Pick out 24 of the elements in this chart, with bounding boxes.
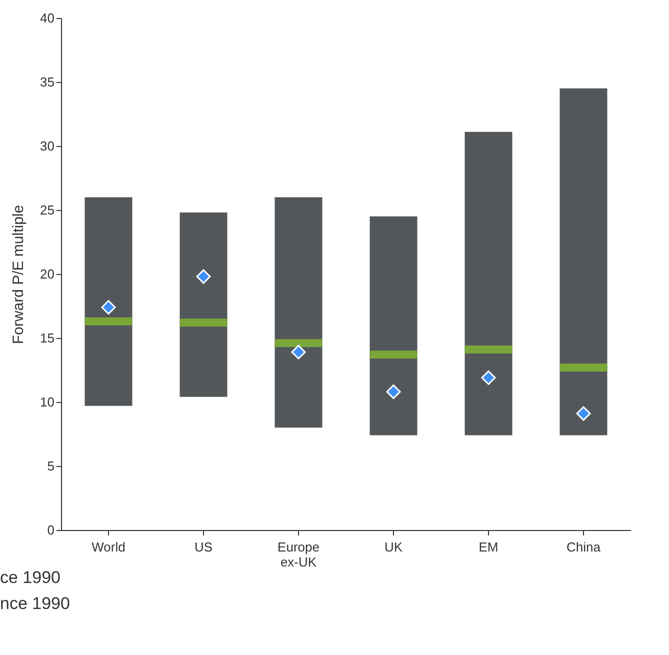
y-axis-title: Forward P/E multiple — [10, 204, 28, 344]
x-tick-label: UK — [384, 540, 403, 554]
y-tick-label: 15 — [40, 330, 54, 346]
point — [101, 300, 116, 315]
y-tick-label: 30 — [40, 138, 54, 154]
x-tick-label: China — [566, 540, 602, 554]
y-tick-label: 20 — [40, 266, 54, 282]
x-tick-label: World — [92, 540, 126, 554]
point — [481, 370, 496, 385]
y-tick-label: 35 — [40, 74, 54, 90]
y-tick-label: 0 — [47, 522, 54, 538]
y-tick-label: 25 — [40, 202, 54, 218]
point — [576, 406, 591, 421]
text: ce 1990 — [0, 567, 62, 589]
point — [196, 269, 211, 284]
y-tick-label: 5 — [47, 458, 54, 474]
text: nce 1990 — [0, 593, 70, 615]
point — [291, 344, 306, 360]
y-tick-label: 40 — [40, 10, 54, 26]
x-tick-label: Europe ex-UK — [278, 540, 320, 570]
x-tick-label: US — [194, 540, 213, 554]
point — [386, 384, 401, 400]
y-tick-label: 10 — [40, 394, 54, 410]
x-tick-label: EM — [478, 540, 498, 554]
